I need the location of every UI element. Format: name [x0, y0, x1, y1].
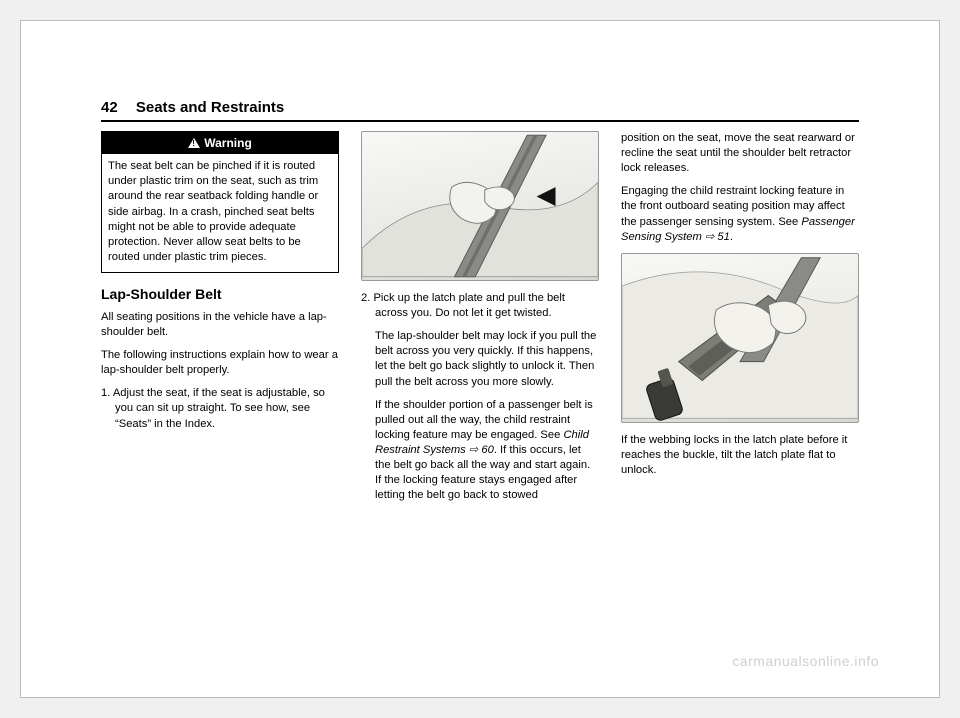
belt-pull-illustration — [362, 132, 598, 280]
figure-latch-plate — [621, 253, 859, 423]
page-header: 42 Seats and Restraints — [101, 99, 859, 122]
cross-ref-page: ⇨ 51 — [702, 231, 730, 243]
watermark: carmanualsonline.info — [732, 653, 879, 669]
paragraph: All seating positions in the vehicle hav… — [101, 310, 339, 340]
step-1: 1. Adjust the seat, if the seat is adjus… — [101, 386, 339, 431]
arrow-icon — [537, 187, 556, 206]
latch-plate-illustration — [622, 254, 858, 422]
warning-triangle-icon — [188, 138, 200, 148]
step-2-note2: If the shoulder portion of a passenger b… — [361, 398, 599, 504]
continuation-a: position on the seat, move the seat rear… — [621, 131, 859, 176]
lap-shoulder-heading: Lap-Shoulder Belt — [101, 285, 339, 304]
column-3: position on the seat, move the seat rear… — [621, 131, 859, 639]
text: . — [730, 231, 733, 243]
step-2: 2. Pick up the latch plate and pull the … — [361, 291, 599, 321]
step-2-note: The lap-shoulder belt may lock if you pu… — [361, 329, 599, 389]
page-number: 42 — [101, 99, 118, 116]
continuation-b: Engaging the child restraint locking fea… — [621, 184, 859, 244]
column-2: 2. Pick up the latch plate and pull the … — [361, 131, 599, 639]
column-1: Warning The seat belt can be pinched if … — [101, 131, 339, 639]
text: If the shoulder portion of a passenger b… — [375, 399, 593, 441]
content-columns: Warning The seat belt can be pinched if … — [101, 131, 859, 639]
warning-box: Warning The seat belt can be pinched if … — [101, 131, 339, 273]
warning-body: The seat belt can be pinched if it is ro… — [102, 154, 338, 272]
warning-label: Warning — [204, 136, 252, 150]
paragraph: The following instructions explain how t… — [101, 348, 339, 378]
tail-paragraph: If the webbing locks in the latch plate … — [621, 433, 859, 478]
cross-ref-page: ⇨ 60 — [466, 444, 494, 456]
manual-page: 42 Seats and Restraints Warning The seat… — [20, 20, 940, 698]
warning-heading: Warning — [102, 132, 338, 154]
section-title: Seats and Restraints — [136, 99, 284, 116]
figure-pull-belt — [361, 131, 599, 281]
